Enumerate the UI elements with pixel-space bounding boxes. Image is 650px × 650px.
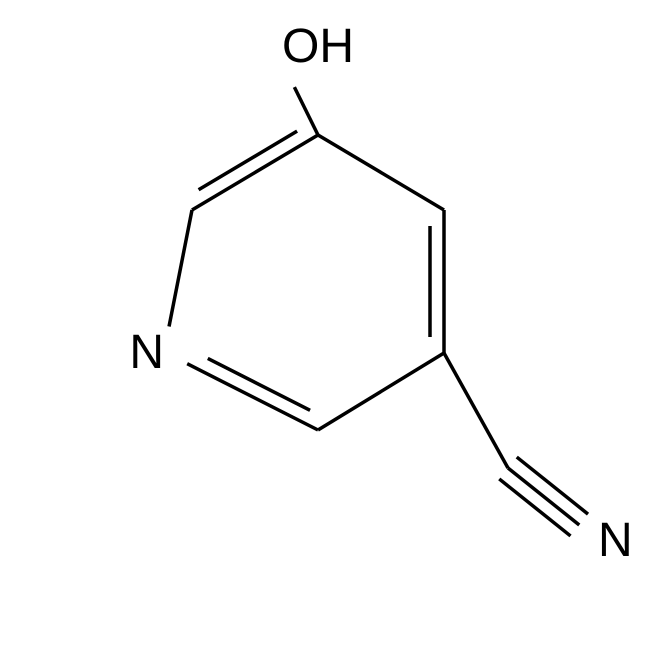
- bond-line: [187, 364, 318, 430]
- bond-line: [208, 358, 310, 410]
- bond-line: [294, 87, 318, 135]
- molecule-diagram: N OH N: [0, 0, 650, 650]
- bond-line: [192, 135, 318, 210]
- bond-line: [169, 210, 192, 326]
- bond-line: [199, 131, 298, 190]
- bond-line: [318, 353, 444, 430]
- bond-line: [318, 135, 444, 210]
- atom-label-N3: N: [129, 326, 164, 379]
- bond-line: [444, 353, 508, 468]
- atom-label-N8: N: [598, 514, 633, 567]
- atom-label-OH: OH: [282, 20, 354, 73]
